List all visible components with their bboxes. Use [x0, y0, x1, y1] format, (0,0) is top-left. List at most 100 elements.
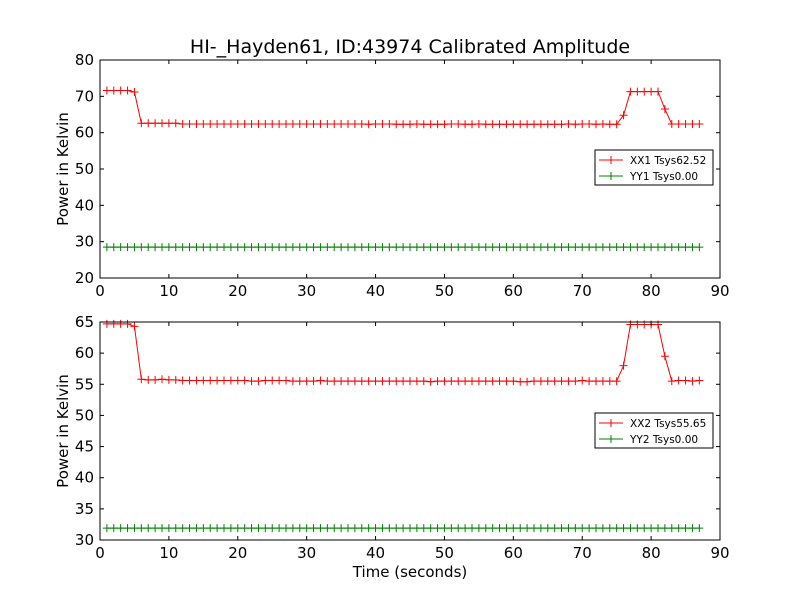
y-tick-label: 50 [75, 406, 94, 424]
data-point [440, 120, 449, 129]
data-point [461, 120, 470, 129]
data-point [123, 243, 132, 252]
data-point [633, 243, 642, 252]
data-point [440, 524, 449, 533]
x-tick-label: 40 [366, 282, 385, 300]
data-point [102, 524, 111, 533]
data-point [371, 243, 380, 252]
data-point [275, 243, 284, 252]
data-point [192, 376, 201, 385]
data-point [598, 119, 607, 128]
data-point [151, 524, 160, 533]
data-point [385, 377, 394, 386]
data-point [516, 243, 525, 252]
y-tick-label: 35 [75, 500, 94, 518]
data-point [612, 524, 621, 533]
data-point [254, 243, 263, 252]
data-point [357, 243, 366, 252]
data-point [495, 120, 504, 129]
data-point [681, 243, 690, 252]
data-point [571, 120, 580, 129]
data-point [302, 243, 311, 252]
data-point [612, 243, 621, 252]
bottom-subplot: 0 10 20 30 40 50 60 70 80 90 30 35 40 45 50 55 60 65 Power… [54, 313, 730, 581]
data-point [151, 119, 160, 128]
data-point [605, 377, 614, 386]
y-tick-label: 60 [75, 124, 94, 142]
data-point [426, 120, 435, 129]
data-point [674, 243, 683, 252]
data-point [323, 377, 332, 386]
data-point [419, 120, 428, 129]
data-point [192, 524, 201, 533]
data-point [530, 120, 538, 129]
data-point [454, 243, 463, 252]
data-point [185, 524, 194, 533]
data-point [330, 243, 339, 252]
x-tick-label: 10 [159, 282, 178, 300]
data-point [371, 524, 380, 533]
data-point [612, 120, 621, 129]
data-point [247, 524, 256, 533]
data-point [454, 377, 463, 386]
legend-swatch-marker [607, 156, 615, 164]
data-point [261, 524, 270, 533]
legend-box [594, 149, 714, 186]
data-point [667, 377, 676, 386]
data-point [495, 243, 504, 252]
data-point [440, 377, 449, 386]
data-point [254, 119, 263, 128]
x-tick-label: 20 [228, 282, 247, 300]
data-point [543, 377, 552, 386]
y-tick-label: 30 [75, 233, 94, 251]
data-point [109, 86, 118, 95]
data-point [268, 524, 277, 533]
data-point [350, 377, 359, 386]
data-point [226, 376, 235, 385]
data-point [385, 243, 394, 252]
data-point [213, 524, 222, 533]
data-point [288, 119, 297, 128]
data-point [116, 524, 125, 533]
data-point [681, 119, 690, 128]
data-point [247, 119, 256, 128]
data-point [261, 119, 270, 128]
data-point [647, 87, 656, 96]
data-point [254, 524, 263, 533]
data-point [536, 524, 545, 533]
data-point [158, 119, 166, 128]
data-point [481, 243, 490, 252]
data-point [585, 524, 594, 533]
data-point [399, 120, 408, 129]
y-axis-label: Power in Kelvin [54, 374, 72, 488]
data-point [495, 377, 504, 386]
data-point [488, 243, 497, 252]
data-point [164, 524, 173, 533]
data-point [660, 105, 669, 114]
data-point [261, 376, 270, 385]
data-point [481, 120, 490, 129]
data-point [598, 243, 607, 252]
data-point [688, 243, 697, 252]
y-tick-label: 40 [75, 196, 94, 214]
data-point [268, 119, 277, 128]
data-point [323, 119, 332, 128]
data-point [626, 87, 635, 96]
data-point [399, 377, 408, 386]
data-point [481, 524, 490, 533]
data-point [378, 119, 387, 128]
data-point [233, 243, 242, 252]
data-point [378, 377, 387, 386]
data-point [302, 377, 311, 386]
data-point [330, 119, 339, 128]
data-point [681, 524, 690, 533]
data-point [564, 524, 573, 533]
data-point [474, 377, 483, 386]
data-point [502, 243, 511, 252]
data-point [123, 524, 132, 533]
data-point [412, 243, 421, 252]
data-point [344, 524, 352, 533]
data-point [213, 119, 222, 128]
data-point [137, 524, 146, 533]
